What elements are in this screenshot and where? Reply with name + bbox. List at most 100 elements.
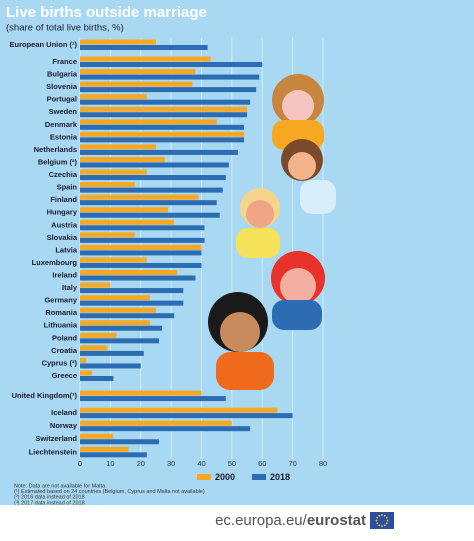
bar — [80, 187, 223, 193]
y-tick-label: Cyprus (²) — [42, 358, 78, 367]
note: (³) 2017 data instead of 2018 — [14, 500, 85, 506]
bar — [80, 357, 87, 363]
bar — [80, 390, 202, 396]
bar — [80, 131, 245, 137]
y-tick-label: Greece — [52, 371, 77, 380]
y-tick-label: Netherlands — [34, 145, 77, 154]
y-tick-label: Iceland — [51, 408, 77, 417]
legend-swatch — [252, 474, 266, 480]
y-tick-label: United Kingdom(³) — [12, 391, 78, 400]
y-tick-label: Belgium (²) — [38, 157, 78, 166]
bar — [80, 56, 211, 62]
bar — [80, 232, 135, 238]
bar — [80, 175, 226, 181]
bar — [80, 282, 111, 288]
y-tick-label: Germany — [44, 296, 77, 305]
bar — [80, 446, 129, 452]
x-tick-label: 30 — [167, 459, 175, 468]
y-tick-label: Poland — [52, 333, 77, 342]
bar — [80, 413, 293, 419]
flag-star — [376, 516, 379, 519]
bar — [80, 420, 232, 426]
bar — [80, 200, 217, 206]
y-tick-label: Slovakia — [47, 233, 78, 242]
bar — [80, 345, 108, 351]
bar — [80, 237, 205, 243]
bar — [80, 452, 147, 458]
flag-star — [385, 516, 388, 519]
x-tick-label: 0 — [78, 459, 82, 468]
x-tick-label: 50 — [228, 459, 236, 468]
bar — [80, 207, 169, 213]
eu-flag — [370, 512, 394, 529]
bar — [80, 433, 114, 439]
bar — [80, 376, 114, 381]
bar — [80, 62, 263, 67]
bar — [80, 182, 135, 188]
y-tick-label: Bulgaria — [47, 70, 78, 79]
y-tick-label: Hungary — [47, 208, 78, 217]
x-tick-label: 40 — [197, 459, 205, 468]
y-tick-label: Czechia — [49, 170, 78, 179]
bar — [80, 407, 278, 413]
legend-label: 2000 — [215, 472, 235, 482]
bar — [80, 439, 159, 445]
illustration — [208, 74, 336, 390]
bar — [80, 94, 147, 100]
x-tick-label: 20 — [137, 459, 145, 468]
bar — [80, 325, 163, 331]
y-tick-label: Luxembourg — [32, 258, 78, 267]
legend-label: 2018 — [270, 472, 290, 482]
bar — [80, 119, 217, 125]
bar — [80, 124, 245, 130]
bar — [80, 162, 229, 168]
x-tick-label: 60 — [258, 459, 266, 468]
y-tick-label: Ireland — [52, 271, 77, 280]
bar — [80, 275, 196, 281]
bar — [80, 396, 226, 402]
bar — [80, 194, 199, 200]
bar — [80, 39, 156, 45]
bar — [80, 169, 147, 175]
x-tick-label: 10 — [106, 459, 114, 468]
bar — [80, 74, 260, 80]
footer-brand: eurostat — [307, 512, 366, 529]
bar — [80, 332, 117, 338]
footer-text: ec.europa.eu/eurostat — [215, 512, 366, 529]
flag-star — [381, 525, 383, 527]
flag-star — [381, 514, 383, 516]
bar — [80, 112, 248, 118]
chart-subtitle: (share of total live births, %) — [6, 23, 124, 34]
y-tick-label: Estonia — [50, 132, 78, 141]
bar — [80, 307, 156, 313]
y-tick-label: Slovenia — [46, 82, 78, 91]
bar — [80, 270, 178, 276]
y-tick-label: Sweden — [49, 107, 78, 116]
footer-site: ec.europa.eu/ — [215, 512, 308, 529]
flag-star — [378, 514, 381, 517]
flag-star — [386, 519, 389, 522]
note: (²) 2016 data instead of 2018 — [14, 495, 85, 501]
bar — [80, 99, 251, 105]
bar — [80, 313, 175, 319]
flag-star — [385, 522, 388, 525]
y-tick-label: France — [52, 57, 77, 66]
bar — [80, 363, 141, 369]
flag-star — [383, 524, 386, 527]
legend-swatch — [197, 474, 211, 480]
bar — [80, 262, 202, 268]
bar — [80, 106, 248, 112]
background — [0, 0, 474, 505]
bar — [80, 45, 208, 50]
flag-star — [376, 522, 379, 525]
bar — [80, 338, 159, 344]
y-tick-label: Italy — [62, 283, 78, 292]
bar — [80, 149, 238, 155]
y-tick-label: Croatia — [51, 346, 78, 355]
note: (¹) Estimated based on 24 countries (Bel… — [14, 489, 205, 495]
bar — [80, 225, 205, 231]
y-tick-label: Denmark — [45, 120, 78, 129]
bar — [80, 144, 156, 150]
flag-star — [383, 514, 386, 517]
y-tick-label: Lithuania — [44, 321, 78, 330]
